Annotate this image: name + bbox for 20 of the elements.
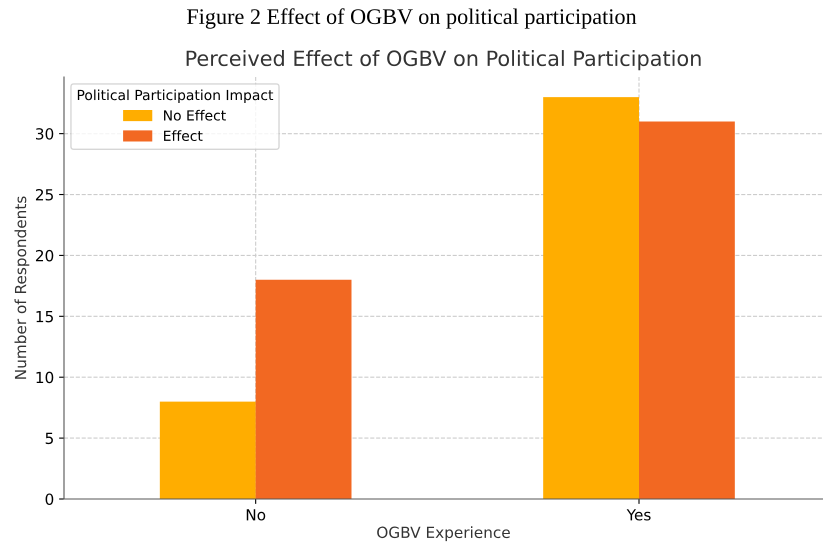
y-tick-label: 30 [36,128,54,140]
y-tick-label: 15 [36,310,53,322]
y-tick-label: 5 [46,432,53,444]
chart-subtitle: Perceived Effect of OGBV on Political Participation [186,50,701,70]
x-axis-title: OGBV Experience [377,526,510,542]
y-tick-label: 20 [36,250,54,262]
bar [639,121,735,499]
legend-label: No Effect [164,110,226,121]
y-tick-label: 25 [36,188,53,201]
y-tick-label: 10 [36,372,54,384]
legend-label: Effect [164,130,203,142]
chart-title: Figure 2 Effect of OGBV on political participation [186,8,636,29]
bar [543,97,639,499]
bar [256,280,352,499]
legend-title: Political Participation Impact [78,90,274,103]
x-tick-label: Yes [626,509,651,521]
y-tick-label: 0 [46,493,54,506]
bar [160,402,256,499]
x-tick-label: No [246,509,266,521]
y-axis-title: Number of Respondents [14,196,30,379]
